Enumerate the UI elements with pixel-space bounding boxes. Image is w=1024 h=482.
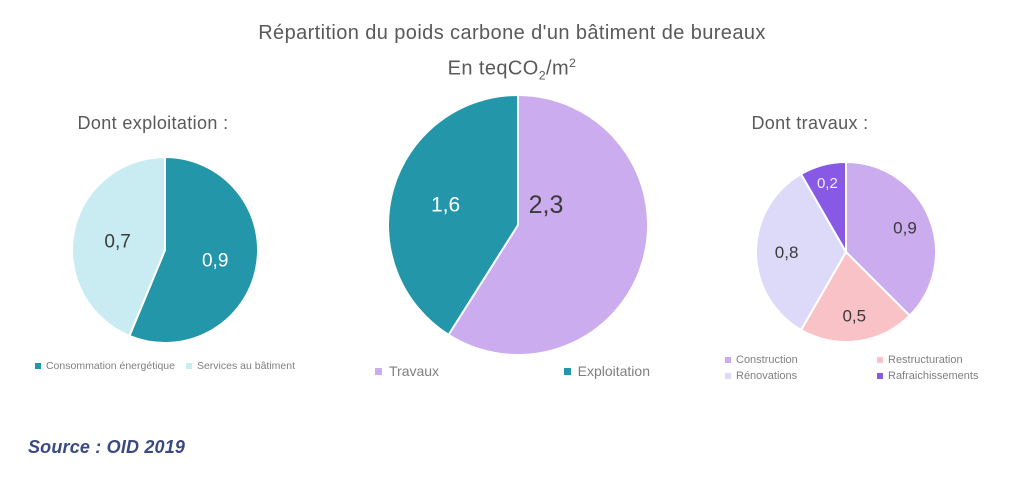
total-legend: Travaux Exploitation: [368, 363, 668, 379]
legend-swatch-icon: [34, 363, 41, 369]
legend-label: Construction: [736, 354, 798, 366]
travaux-pie-title: Dont travaux :: [751, 113, 869, 133]
pie-slice-exploitation: [387, 94, 519, 336]
pie-slice-rafraichissements: [800, 161, 847, 253]
chart-title-subtitle: En teqCO2/m2: [447, 56, 577, 83]
pie-svg-total: 2,3 1,6: [387, 94, 649, 356]
legend-label: Restructuration: [888, 354, 963, 366]
pie-value-label-services-au-batiment: 0,7: [104, 231, 130, 252]
pie-slice-consommation-energetique: [128, 156, 259, 344]
exploitation-legend: Consommation énergétique Services au bâti…: [15, 360, 315, 372]
pie-svg-travaux: 0,9 0,5 0,8 0,2: [755, 161, 937, 343]
legend-label: Services au bâtiment: [196, 360, 296, 372]
legend-swatch-icon: [725, 357, 731, 363]
pie-value-label-renovations: 0,8: [775, 243, 799, 262]
legend-swatch-icon: [877, 373, 883, 379]
legend-swatch-icon: [375, 367, 382, 375]
source-note: Source : OID 2019: [28, 437, 186, 457]
pie-value-label-restructuration: 0,5: [842, 306, 866, 325]
legend-label: Exploitation: [577, 363, 650, 379]
total-pie-chart: 2,3 1,6: [368, 93, 668, 357]
legend-item-consommation-energetique: Consommation énergétique: [34, 360, 175, 372]
pie-value-label-consommation-energetique: 0,9: [202, 251, 228, 272]
legend-label: Rafraichissements: [888, 370, 979, 382]
pie-slice-renovations: [755, 173, 847, 331]
legend-swatch-icon: [725, 373, 731, 379]
legend-item-exploitation: Exploitation: [563, 363, 650, 379]
legend-item-services-au-batiment: Services au bâtiment: [185, 360, 296, 372]
pie-value-label-exploitation: 1,6: [431, 193, 460, 216]
pie-svg-exploitation: 0,9 0,7: [71, 156, 259, 344]
pie-slice-restructuration: [800, 251, 911, 343]
pie-value-label-rafraichissements: 0,2: [817, 175, 838, 192]
chart-title-line1: Répartition du poids carbone d'un bâtime…: [258, 22, 766, 44]
pie-slice-construction: [845, 161, 937, 317]
pie-value-label-construction: 0,9: [893, 218, 917, 237]
travaux-legend: Construction Restructuration Rénovations Ra…: [706, 354, 986, 382]
legend-item-rafraichissements: Rafraichissements: [877, 370, 986, 382]
legend-item-construction: Construction: [725, 354, 877, 366]
chart-title: Répartition du poids carbone d'un bâtime…: [0, 18, 1024, 91]
exploitation-pie-block: Dont exploitation : 0,9 0,7 Consommation …: [15, 112, 315, 372]
legend-item-renovations: Rénovations: [725, 370, 877, 382]
legend-label: Consommation énergétique: [45, 360, 175, 372]
legend-swatch-icon: [185, 363, 192, 369]
total-pie-block: 2,3 1,6 Travaux Exploitation: [368, 93, 668, 379]
legend-swatch-icon: [563, 367, 571, 375]
legend-label: Travaux: [389, 363, 440, 379]
pie-slice-services-au-batiment: [71, 156, 166, 337]
exploitation-pie-title: Dont exploitation :: [77, 113, 229, 133]
pie-slice-travaux: [447, 94, 649, 356]
exploitation-pie-chart: 0,9 0,7: [15, 155, 315, 345]
legend-item-restructuration: Restructuration: [877, 354, 986, 366]
legend-label: Rénovations: [736, 370, 798, 382]
legend-item-travaux: Travaux: [375, 363, 439, 379]
travaux-pie-chart: 0,9 0,5 0,8 0,2: [706, 160, 986, 344]
pie-value-label-travaux: 2,3: [529, 191, 564, 219]
travaux-pie-block: Dont travaux : 0,9 0,5 0,8 0,2 Construction…: [706, 112, 986, 382]
legend-swatch-icon: [877, 357, 883, 363]
